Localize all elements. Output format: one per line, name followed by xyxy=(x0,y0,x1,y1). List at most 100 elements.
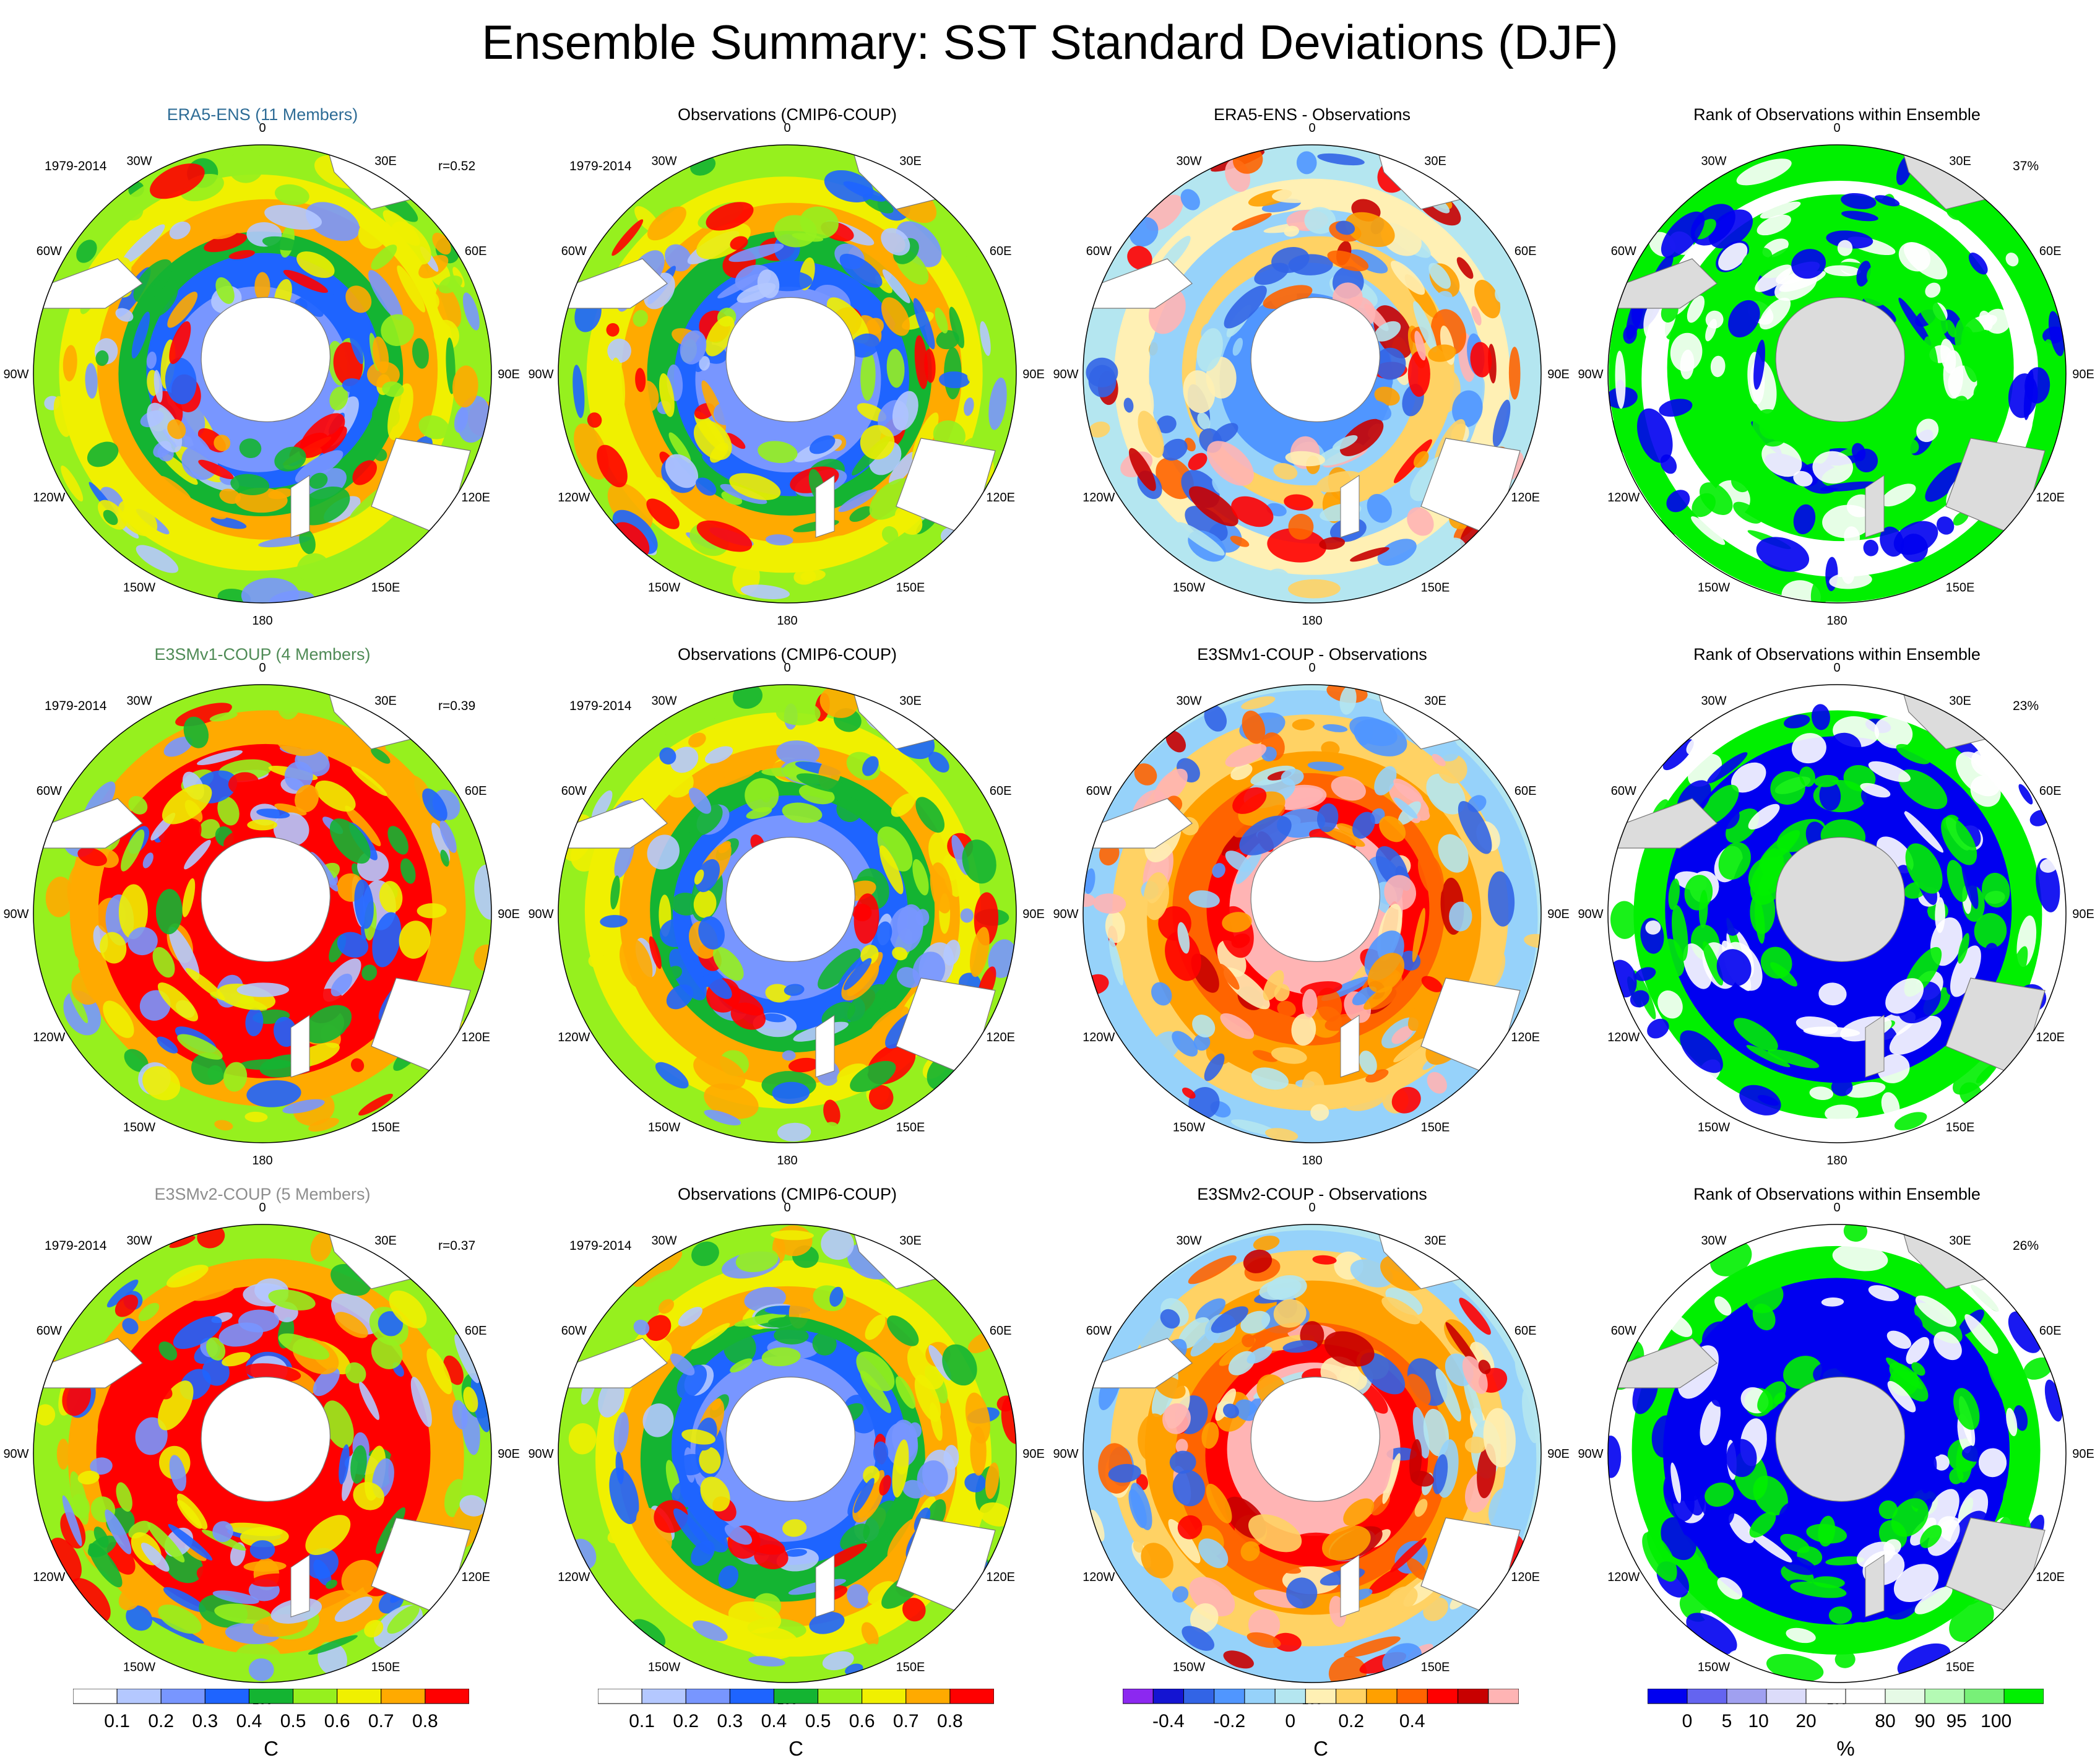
longitude-label: 180 xyxy=(252,1154,272,1167)
longitude-label: 60E xyxy=(990,784,1012,798)
map-boundary xyxy=(1082,684,1542,1143)
colorbar-swatch xyxy=(425,1688,470,1704)
figure-title: Ensemble Summary: SST Standard Deviation… xyxy=(482,15,1618,69)
longitude-label: 90E xyxy=(498,1447,520,1461)
colorbar-tick-label: 0.8 xyxy=(412,1711,438,1731)
longitude-label: 120W xyxy=(1607,1031,1640,1044)
colorbar-swatch xyxy=(1488,1688,1519,1704)
longitude-label: 30W xyxy=(1176,1234,1201,1247)
longitude-label: 60E xyxy=(465,1324,487,1338)
colorbar-swatch xyxy=(773,1688,819,1704)
colorbar-swatch xyxy=(1766,1688,1807,1704)
colorbar-unit: % xyxy=(1836,1737,1855,1760)
longitude-label: 0 xyxy=(784,1201,790,1215)
longitude-label: 0 xyxy=(784,661,790,675)
colorbar-swatch xyxy=(1458,1688,1489,1704)
longitude-label: 150W xyxy=(123,581,155,595)
period-label: 1979-2014 xyxy=(569,159,632,173)
longitude-label: 150E xyxy=(1421,1661,1450,1674)
longitude-label: 0 xyxy=(1308,1201,1315,1215)
map-boundary xyxy=(1082,144,1542,604)
panel-title: E3SMv1-COUP (4 Members) xyxy=(154,645,371,664)
colorbar-swatch xyxy=(1244,1688,1276,1704)
longitude-label: 150E xyxy=(1421,1121,1450,1135)
longitude-label: 90W xyxy=(3,368,28,381)
longitude-label: 0 xyxy=(1308,661,1315,675)
longitude-label: 30W xyxy=(126,1234,152,1247)
longitude-label: 30W xyxy=(1176,694,1201,708)
longitude-label: 60W xyxy=(37,245,62,258)
longitude-label: 90E xyxy=(1022,1447,1045,1461)
panel-title: Observations (CMIP6-COUP) xyxy=(677,645,897,664)
longitude-label: 90E xyxy=(1547,1447,1570,1461)
longitude-label: 90W xyxy=(1053,907,1078,921)
colorbar-tick-label: -0.2 xyxy=(1213,1711,1245,1731)
longitude-label: 30E xyxy=(899,694,922,708)
colorbar-tick-label: 0.3 xyxy=(717,1711,743,1731)
longitude-label: 120W xyxy=(33,491,65,505)
map-panel: Observations (CMIP6-COUP) 1979-2014 0 30E 60… xyxy=(525,644,1050,1182)
panel-title: E3SMv2-COUP - Observations xyxy=(1197,1185,1427,1203)
longitude-label: 60W xyxy=(1611,245,1636,258)
colorbar-swatch xyxy=(1845,1688,1886,1704)
map-boundary xyxy=(1607,144,2067,604)
colorbar-swatch xyxy=(1964,1688,2005,1704)
longitude-label: 0 xyxy=(1833,1201,1840,1215)
statistic-label: 23% xyxy=(2013,699,2039,713)
longitude-label: 150W xyxy=(648,1121,680,1135)
colorbar-tick-label: 0.8 xyxy=(937,1711,963,1731)
panel-title: ERA5-ENS (11 Members) xyxy=(166,105,358,124)
colorbar-tick-label: 20 xyxy=(1795,1711,1816,1731)
colorbar-tick-label: 0.7 xyxy=(893,1711,919,1731)
longitude-label: 30E xyxy=(374,694,397,708)
colorbar-swatch xyxy=(685,1688,730,1704)
longitude-label: 120W xyxy=(1607,491,1640,505)
longitude-label: 90W xyxy=(1053,1447,1078,1461)
longitude-label: 120E xyxy=(461,1570,490,1584)
colorbar-swatch xyxy=(381,1688,426,1704)
colorbar-swatch xyxy=(204,1688,249,1704)
longitude-label: 120W xyxy=(558,1570,590,1584)
longitude-label: 120W xyxy=(558,1031,590,1044)
map-boundary xyxy=(1082,1224,1542,1683)
colorbar-tick-label: 0.4 xyxy=(236,1711,262,1731)
colorbar-swatch xyxy=(72,1688,118,1704)
colorbar-swatch xyxy=(1183,1688,1215,1704)
colorbar-tick-label: 0.1 xyxy=(104,1711,130,1731)
panel-title: Rank of Observations within Ensemble xyxy=(1693,645,1981,664)
colorbar-tick-label: 95 xyxy=(1947,1711,1967,1731)
longitude-label: 90E xyxy=(1022,907,1045,921)
map-panel: Rank of Observations within Ensemble 26% 0… xyxy=(1575,1184,2099,1722)
period-label: 1979-2014 xyxy=(569,1239,632,1253)
colorbar-swatch xyxy=(1726,1688,1767,1704)
longitude-label: 150E xyxy=(896,1121,925,1135)
longitude-label: 30E xyxy=(374,154,397,168)
colorbar-swatch xyxy=(905,1688,951,1704)
longitude-label: 90W xyxy=(1053,368,1078,381)
longitude-label: 60W xyxy=(1086,245,1112,258)
longitude-label: 120E xyxy=(2036,491,2065,505)
colorbar-swatch xyxy=(160,1688,205,1704)
colorbar-tick-label: 5 xyxy=(1722,1711,1732,1731)
panel-title: E3SMv2-COUP (5 Members) xyxy=(154,1185,371,1203)
longitude-label: 60W xyxy=(1086,784,1112,798)
longitude-label: 120W xyxy=(1082,1031,1115,1044)
longitude-label: 150W xyxy=(648,581,680,595)
longitude-label: 0 xyxy=(259,1201,266,1215)
colorbar-swatch xyxy=(597,1688,642,1704)
longitude-label: 120W xyxy=(1607,1570,1640,1584)
longitude-label: 180 xyxy=(1302,614,1322,628)
colorbar-swatch xyxy=(1647,1688,1688,1704)
longitude-label: 150E xyxy=(896,1661,925,1674)
longitude-label: 90W xyxy=(528,907,553,921)
colorbar-unit: C xyxy=(1313,1737,1328,1760)
longitude-label: 90E xyxy=(1547,368,1570,381)
longitude-label: 120W xyxy=(1082,491,1115,505)
panel-title: ERA5-ENS - Observations xyxy=(1213,105,1411,124)
colorbar: 0.1 0.2 0.3 0.4 0.5 0.6 0.7 0.8 C xyxy=(72,1688,470,1763)
